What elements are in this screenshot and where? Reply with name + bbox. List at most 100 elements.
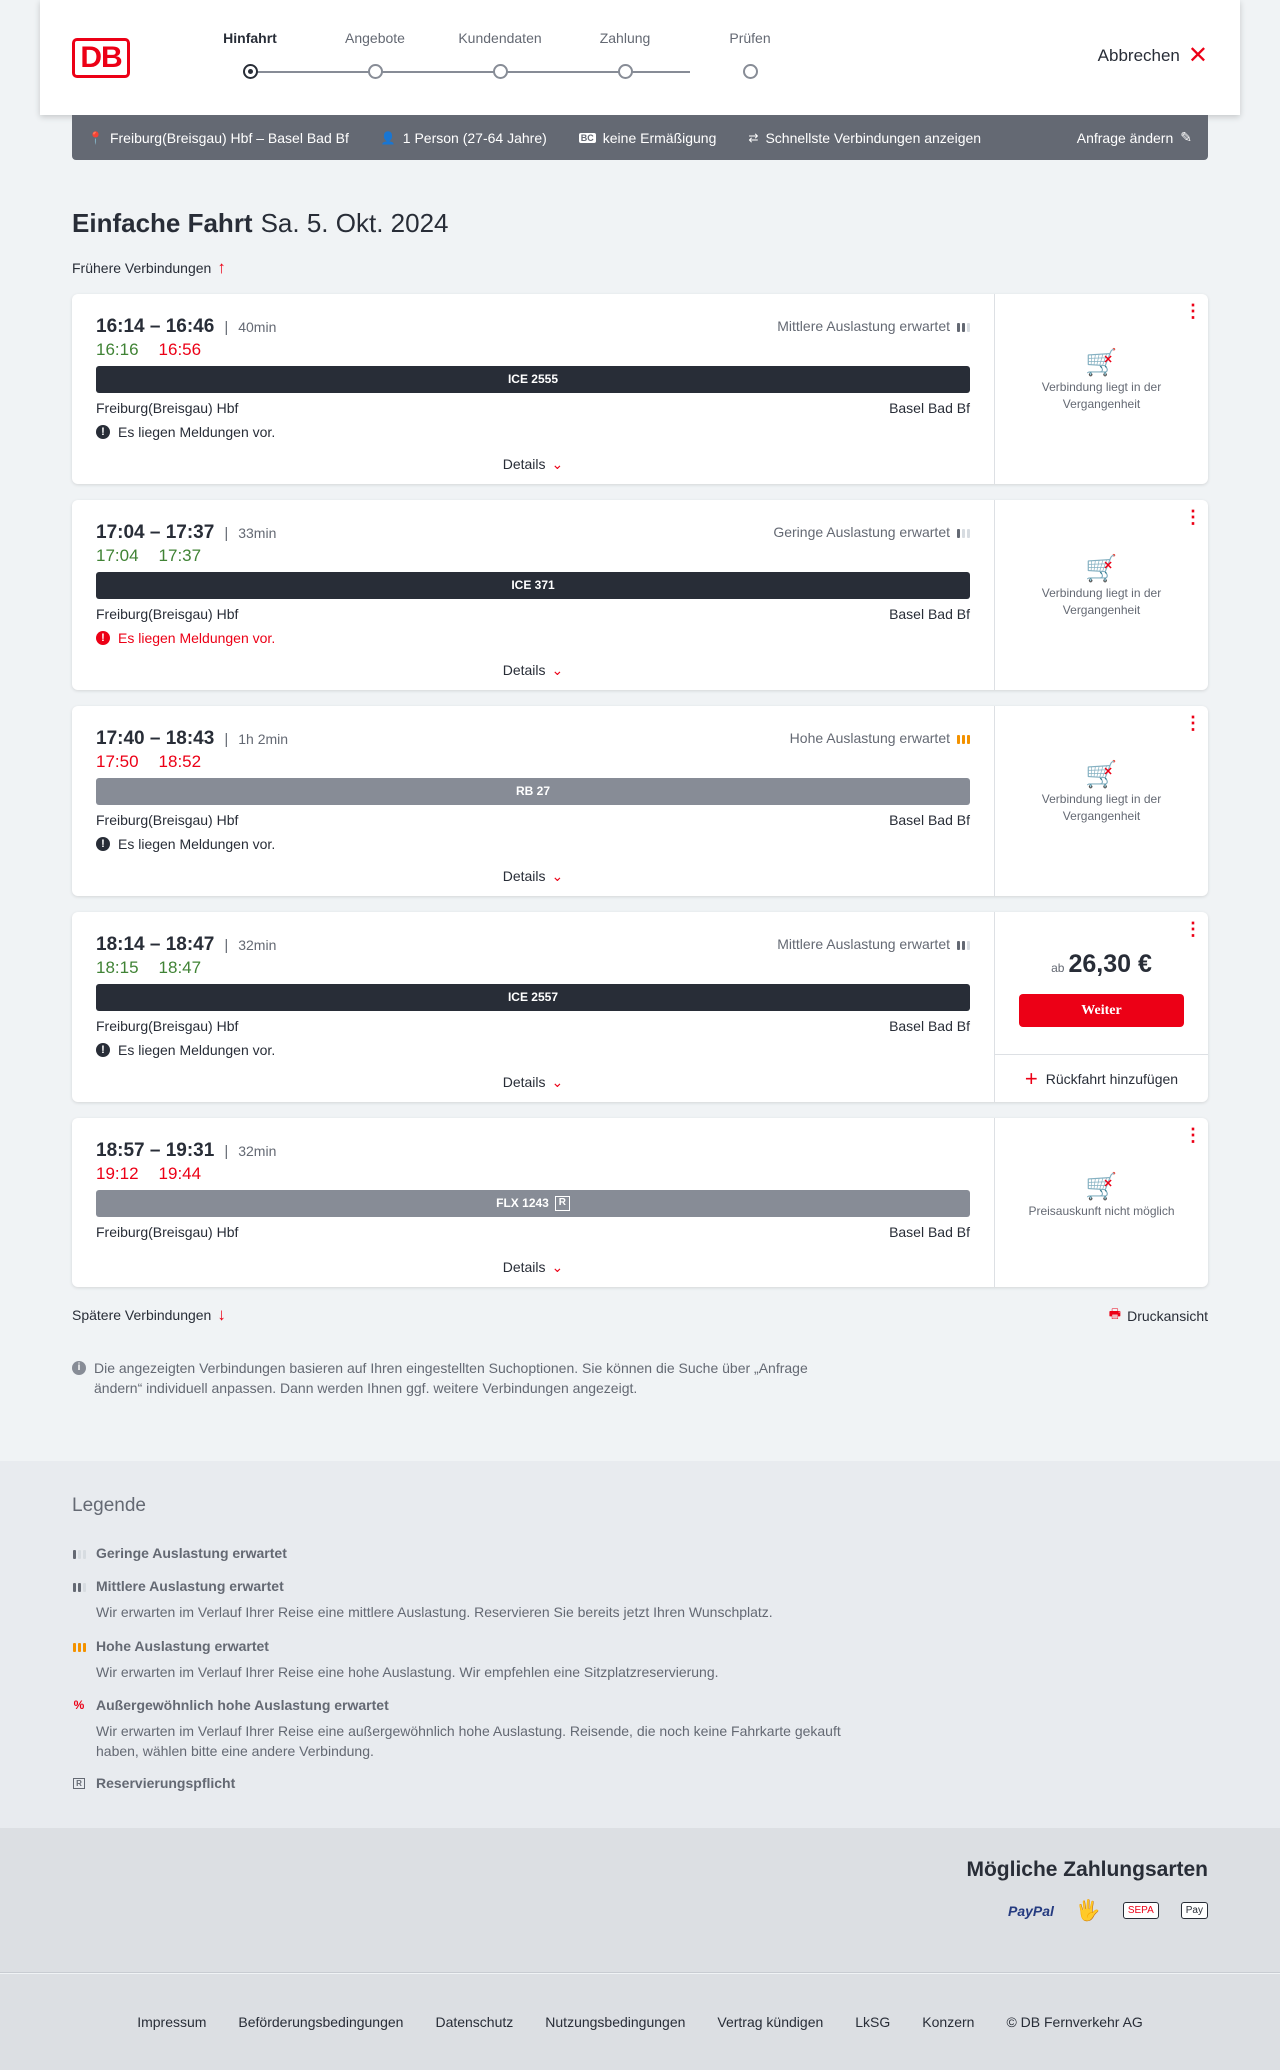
step-0: Hinfahrt [200,30,300,79]
train-bar: ICE 371 [96,572,970,599]
realtime-departure: 18:15 [96,958,139,977]
message-notice[interactable]: ! Es liegen Meldungen vor. [96,836,275,852]
more-options-icon[interactable]: ⋮ [1184,507,1202,527]
passengers: 1 Person (27-64 Jahre) [402,129,547,146]
realtime-departure: 16:16 [96,340,139,359]
cancel-label: Abbrechen [1097,46,1180,65]
schedule-times: 16:14 – 16:46 | 40min [96,316,277,337]
departure-station: Freiburg(Breisgau) Hbf [96,606,239,622]
arrival-station: Basel Bad Bf [889,1018,970,1034]
details-toggle[interactable]: Details ⌄ [502,456,564,472]
duration: 33min [238,525,277,541]
occupancy-icon [957,526,970,538]
edit-request-button[interactable]: Anfrage ändern ✎ [1077,129,1192,146]
details-toggle[interactable]: Details ⌄ [502,662,564,678]
more-options-icon[interactable]: ⋮ [1184,301,1202,321]
footer-link[interactable]: Beförderungsbedingungen [238,2014,404,2030]
offer-panel: ⋮ ab 26,30 € Weiter + Rückfahrt hinzufügen [994,912,1208,1102]
details-toggle[interactable]: Details ⌄ [502,1259,564,1275]
trip-date: Sa. 5. Okt. 2024 [260,208,449,238]
step-label: Prüfen [729,30,771,46]
db-logo[interactable]: DB [72,38,130,78]
swap-icon: ⇄ [748,130,759,145]
message-notice[interactable]: ! Es liegen Meldungen vor. [96,1042,275,1058]
train-name: ICE 2557 [507,990,559,1004]
schedule-times: 17:40 – 18:43 | 1h 2min [96,728,289,749]
cart-unavailable-icon: 🛒 ✕ [1085,553,1118,583]
cancel-button[interactable]: Abbrechen ✕ [1097,44,1208,68]
arrival-station: Basel Bad Bf [889,812,970,828]
status-info: 🛒 ✕ Verbindung liegt in der Vergangenheit [995,761,1208,825]
earlier-connections-link[interactable]: Frühere Verbindungen ↑ [72,258,226,278]
fastest-option: Schnellste Verbindungen anzeigen [765,129,982,146]
reservation-required-icon: R [554,1196,570,1212]
occupancy-high-icon [72,1640,86,1652]
later-connections-link[interactable]: Spätere Verbindungen ↓ [72,1305,226,1325]
offer-panel: ⋮ 🛒 ✕ Preisauskunft nicht möglich [994,1118,1208,1287]
connection-card[interactable]: 16:14 – 16:46 | 40min Mittlere Auslastung … [72,294,1208,484]
message-notice[interactable]: ! Es liegen Meldungen vor. [96,630,275,646]
stations: Freiburg(Breisgau) Hbf Basel Bad Bf [96,400,970,416]
offer-panel: ⋮ 🛒 ✕ Verbindung liegt in der Vergangenheit [994,706,1208,896]
connection-card[interactable]: 17:04 – 17:37 | 33min Geringe Auslastung e… [72,500,1208,690]
realtime-arrival: 17:37 [158,546,202,565]
legend-item: Geringe Auslastung erwartet [72,1545,287,1561]
header: DB Hinfahrt Angebote Kundendaten Zahlung Prü… [40,0,1240,115]
departure-station: Freiburg(Breisgau) Hbf [96,400,239,416]
occupancy: Geringe Auslastung erwartet [773,524,970,540]
price: ab 26,30 € [1051,950,1152,978]
realtime-arrival: 18:52 [158,752,202,771]
footer-link[interactable]: LkSG [855,2014,891,2030]
contactless-card-icon: 🖐 [1075,1900,1101,1922]
footer-link[interactable]: Datenschutz [435,2014,514,2030]
footer-link[interactable]: Vertrag kündigen [717,2014,824,2030]
occupancy-icon [957,732,970,744]
step-4: Prüfen [700,30,800,79]
arrow-down-icon: ↓ [217,1305,226,1324]
train-bar: ICE 2555 [96,366,970,393]
message-notice[interactable]: ! Es liegen Meldungen vor. [96,424,275,440]
legend-title: Legende [72,1495,146,1516]
trip-type: Einfache Fahrt [72,208,253,238]
alert-icon: ! [96,1043,110,1057]
status-info: 🛒 ✕ Verbindung liegt in der Vergangenheit [995,553,1208,619]
apple-pay-icon: Pay [1180,1902,1208,1919]
continue-button[interactable]: Weiter [1019,994,1184,1027]
print-label: Druckansicht [1127,1308,1208,1324]
info-icon: i [72,1361,86,1375]
more-options-icon[interactable]: ⋮ [1184,919,1202,939]
earlier-label: Frühere Verbindungen [72,260,212,276]
connection-card[interactable]: 18:57 – 19:31 | 32min 19:12 19:44 FLX 1243 R… [72,1118,1208,1287]
duration: 32min [238,1143,277,1159]
step-2: Kundendaten [450,30,550,79]
more-options-icon[interactable]: ⋮ [1184,1125,1202,1145]
step-dot [368,64,383,79]
departure-station: Freiburg(Breisgau) Hbf [96,1224,239,1240]
footer-link[interactable]: Konzern [922,2014,975,2030]
add-return-button[interactable]: + Rückfahrt hinzufügen [995,1054,1208,1102]
realtime-departure: 17:04 [96,546,139,565]
status-text: Preisauskunft nicht möglich [1028,1204,1175,1218]
details-toggle[interactable]: Details ⌄ [502,1074,564,1090]
info-note-text: Die angezeigten Verbindungen basieren au… [94,1360,808,1396]
print-view-link[interactable]: 🖶 Druckansicht [1109,1305,1208,1327]
reservation-required-icon: R [72,1777,86,1789]
details-toggle[interactable]: Details ⌄ [502,868,564,884]
more-options-icon[interactable]: ⋮ [1184,713,1202,733]
footer-link[interactable]: Impressum [137,2014,207,2030]
footer-link[interactable]: Nutzungsbedingungen [545,2014,686,2030]
connection-card[interactable]: 17:40 – 18:43 | 1h 2min Hohe Auslastung er… [72,706,1208,896]
occupancy-icon [72,1547,86,1559]
realtime-times: 19:12 19:44 [96,1164,201,1184]
step-3: Zahlung [575,30,675,79]
paypal-icon: PayPal [1007,1902,1054,1919]
departure-station: Freiburg(Breisgau) Hbf [96,812,239,828]
plus-icon: + [1024,1065,1038,1091]
realtime-departure: 19:12 [96,1164,139,1183]
connection-card[interactable]: 18:14 – 18:47 | 32min Mittlere Auslastung … [72,912,1208,1102]
legend-item: % Außergewöhnlich hohe Auslastung erwarte… [73,1697,841,1759]
realtime-times: 17:04 17:37 [96,546,201,566]
step-label: Hinfahrt [223,30,277,46]
train-name: ICE 371 [511,578,555,592]
pencil-icon: ✎ [1180,129,1192,145]
